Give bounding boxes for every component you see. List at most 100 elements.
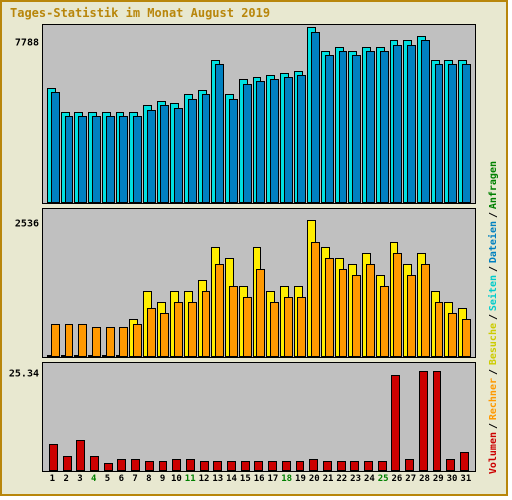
bar-group <box>376 363 389 471</box>
bar-group <box>348 363 361 471</box>
x-tick: 6 <box>115 474 128 484</box>
bar-group <box>444 363 457 471</box>
bar <box>92 327 101 357</box>
bar-group <box>280 363 293 471</box>
bar <box>202 94 211 203</box>
bar <box>311 32 320 203</box>
chart-container: Tages-Statistik im Monat August 2019 778… <box>0 0 508 496</box>
bar-group <box>431 209 444 357</box>
x-tick: 23 <box>349 474 362 484</box>
bar <box>405 459 414 471</box>
bar <box>213 461 222 471</box>
bar-group <box>376 25 389 203</box>
bar <box>350 461 359 471</box>
bar-group <box>239 25 252 203</box>
bar-group <box>294 209 307 357</box>
bar <box>435 302 444 357</box>
legend-item: Anfragen <box>488 161 499 209</box>
x-tick: 17 <box>267 474 280 484</box>
bar-group <box>239 209 252 357</box>
bar <box>188 302 197 357</box>
x-tick: 18 <box>280 474 293 484</box>
bar <box>49 444 58 471</box>
bar-group <box>198 363 211 471</box>
bar <box>90 456 99 471</box>
legend-separator: / <box>488 263 499 275</box>
x-tick: 15 <box>239 474 252 484</box>
bar <box>448 313 457 357</box>
legend-item: Seiten <box>488 275 499 311</box>
bar <box>186 459 195 471</box>
bar-group <box>362 363 375 471</box>
bar-group <box>376 209 389 357</box>
bar-group <box>458 25 471 203</box>
bar-group <box>102 209 115 357</box>
bar-group <box>184 363 197 471</box>
bar <box>147 110 156 203</box>
x-tick: 27 <box>404 474 417 484</box>
bar <box>284 297 293 357</box>
bar <box>256 269 265 357</box>
bar <box>227 461 236 471</box>
bar-group <box>239 363 252 471</box>
legend-item: Besuche <box>488 323 499 365</box>
x-tick: 1 <box>46 474 59 484</box>
bar-group <box>362 25 375 203</box>
bar-group <box>253 209 266 357</box>
bar <box>337 461 346 471</box>
x-tick: 31 <box>459 474 472 484</box>
bar-group <box>458 363 471 471</box>
bar <box>174 302 183 357</box>
bar-group <box>184 25 197 203</box>
bar <box>421 264 430 357</box>
bar-group <box>61 209 74 357</box>
bar-group <box>403 363 416 471</box>
bar-group <box>129 363 142 471</box>
bar <box>380 51 389 203</box>
bar <box>133 324 142 357</box>
bar <box>243 84 252 203</box>
bar-group <box>307 209 320 357</box>
bar-group <box>116 25 129 203</box>
bar-group <box>170 363 183 471</box>
bar-group <box>417 209 430 357</box>
x-tick: 8 <box>142 474 155 484</box>
bar <box>172 459 181 471</box>
bar-group <box>47 209 60 357</box>
bar <box>243 297 252 357</box>
bar <box>460 452 469 471</box>
bar <box>65 116 74 203</box>
bar-group <box>417 25 430 203</box>
bar <box>297 75 306 203</box>
legend-item: Volumen <box>488 432 499 474</box>
bar-group <box>225 25 238 203</box>
bar <box>325 55 334 203</box>
bar <box>215 264 224 357</box>
legend-separator: / <box>488 420 499 432</box>
bar <box>160 313 169 357</box>
bar-group <box>47 25 60 203</box>
bar-group <box>431 363 444 471</box>
bar <box>323 461 332 471</box>
bar <box>325 258 334 357</box>
bar <box>366 51 375 203</box>
bar-group <box>157 25 170 203</box>
bar-group <box>335 363 348 471</box>
x-tick: 7 <box>129 474 142 484</box>
bar <box>241 461 250 471</box>
bar-group <box>403 25 416 203</box>
bar-group <box>88 363 101 471</box>
bar <box>339 269 348 357</box>
bar-group <box>335 25 348 203</box>
panel-top: 7788 <box>42 24 476 204</box>
x-tick: 24 <box>363 474 376 484</box>
bar <box>378 461 387 471</box>
bar <box>296 461 305 471</box>
x-tick: 4 <box>87 474 100 484</box>
bar <box>78 116 87 203</box>
bar <box>435 64 444 203</box>
bar <box>268 461 277 471</box>
x-tick: 20 <box>308 474 321 484</box>
bar-group <box>211 363 224 471</box>
bar-group <box>280 25 293 203</box>
